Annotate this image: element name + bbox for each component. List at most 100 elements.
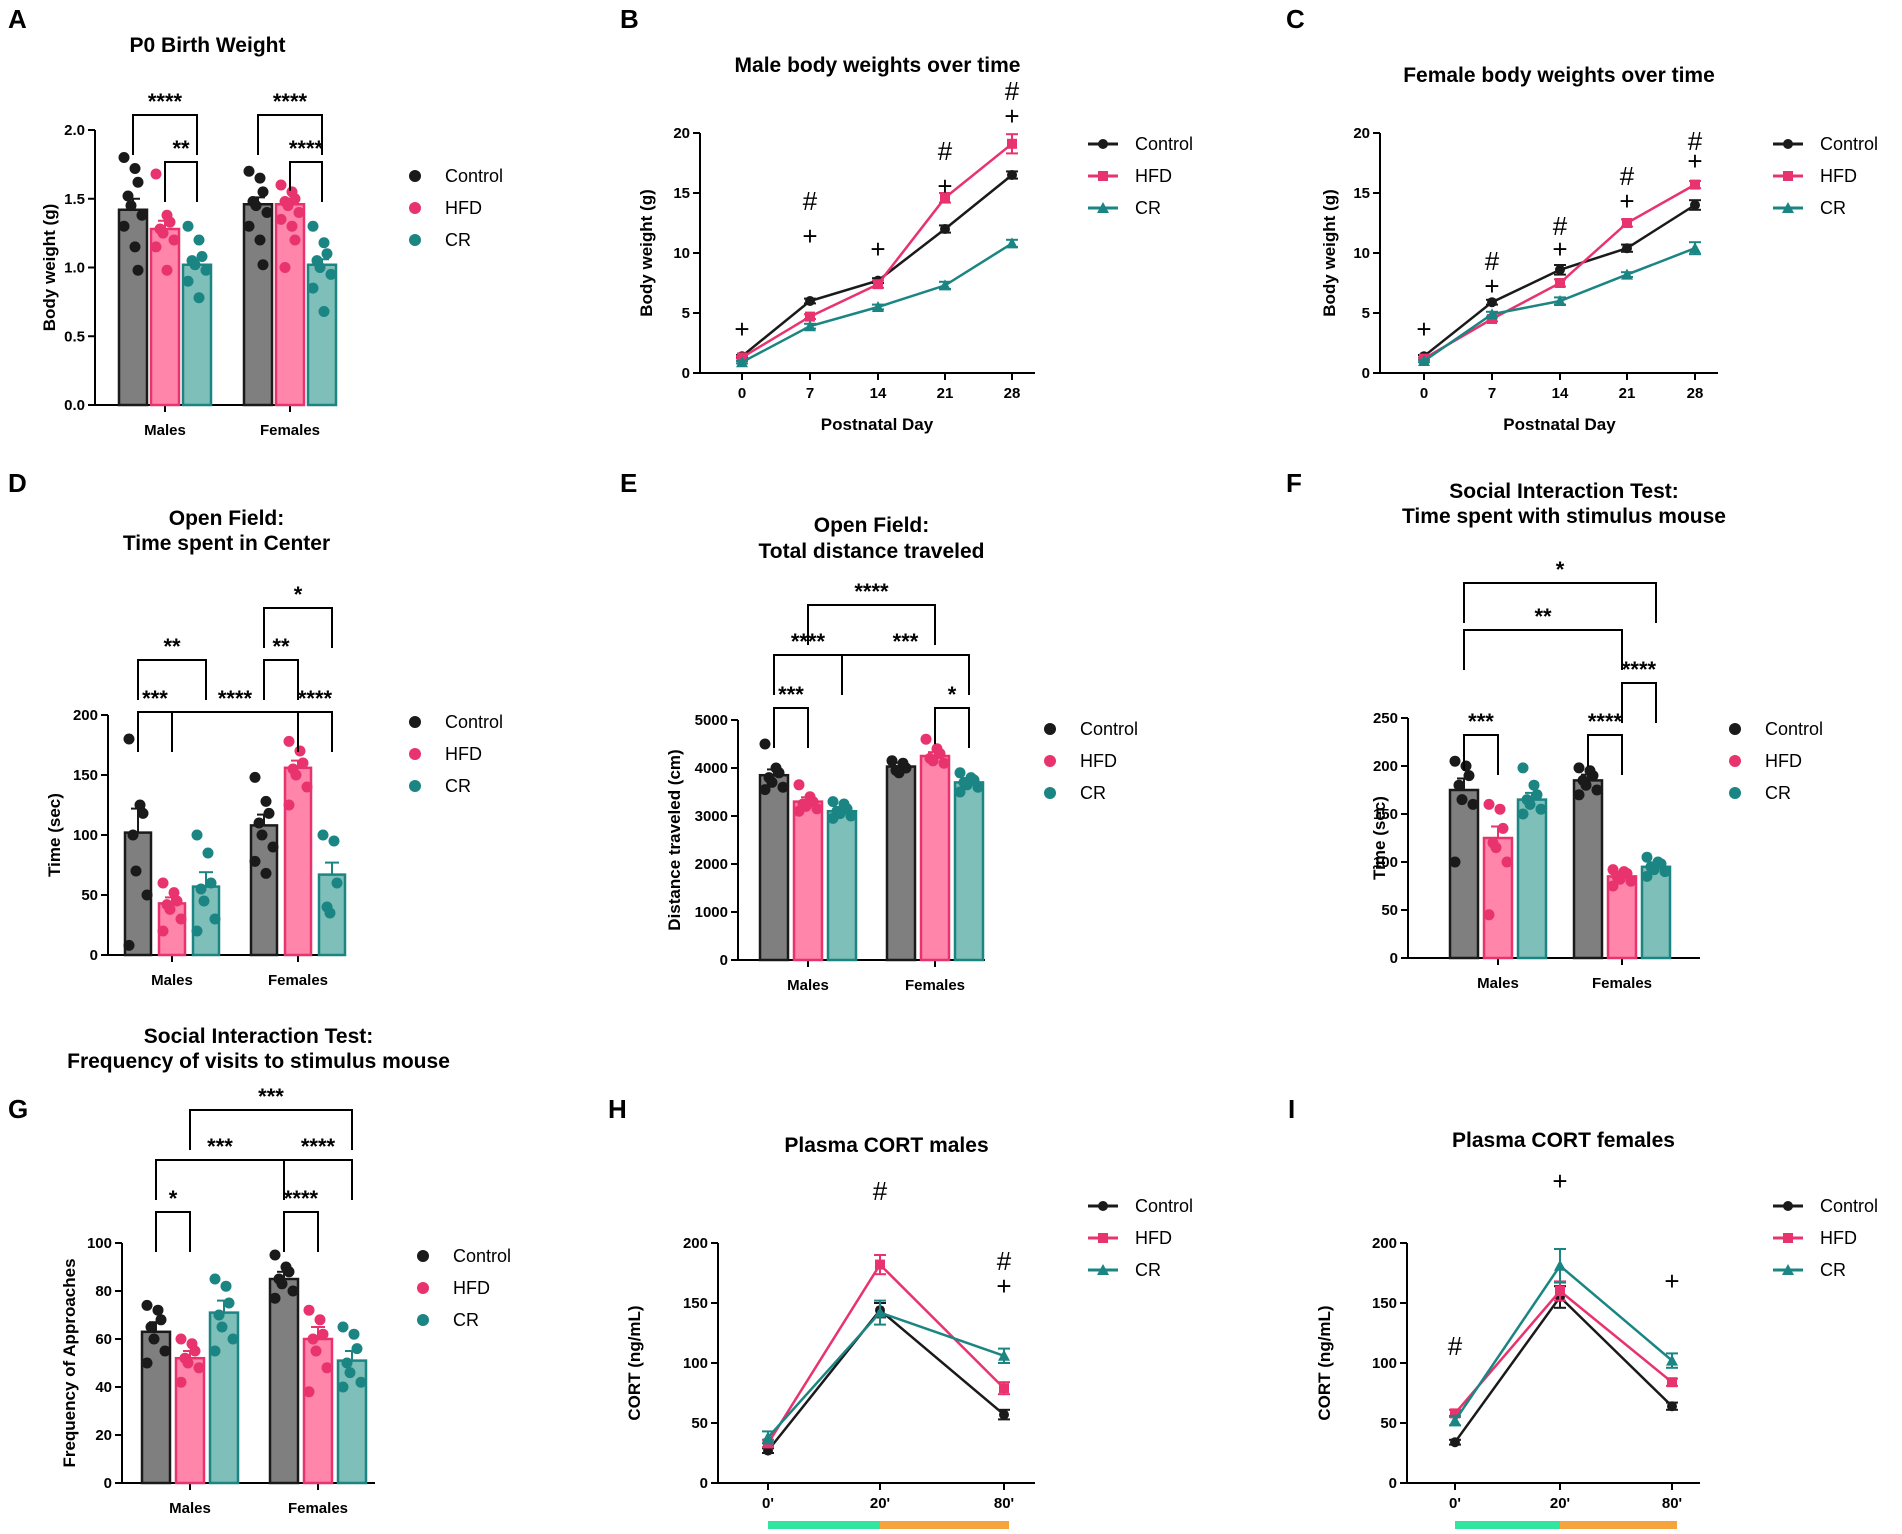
legend-marker-hfd — [409, 748, 421, 760]
data-point-cr — [736, 356, 748, 368]
data-point-hfd — [1501, 856, 1513, 868]
significance-label: **** — [289, 136, 324, 161]
data-point-cr — [874, 1306, 886, 1318]
chart-title: Open Field: — [169, 507, 285, 530]
data-point-control — [276, 1278, 288, 1290]
bar-control — [758, 773, 790, 962]
data-point-control — [159, 1345, 171, 1357]
series-line-hfd — [1454, 1289, 1673, 1415]
y-tick-label: 50 — [691, 1415, 708, 1432]
data-point-hfd — [873, 279, 883, 290]
legend-label-control: Control — [445, 712, 503, 732]
data-point-cr — [827, 796, 839, 808]
panel-e: E Open Field: Total distance traveled 0 1000… — [620, 468, 1138, 994]
legend-label-hfd: HFD — [1820, 1228, 1857, 1248]
data-point-hfd — [1483, 909, 1495, 921]
data-point-control — [940, 224, 950, 234]
significance-symbol: # — [803, 186, 818, 216]
bar-control — [1572, 779, 1604, 960]
y-tick-label: 5 — [682, 305, 690, 322]
data-point-cr — [1535, 803, 1547, 815]
significance-label: **** — [298, 686, 333, 711]
data-point-hfd — [175, 1333, 187, 1345]
significance-symbol: + — [1004, 101, 1019, 131]
data-point-control — [257, 186, 269, 198]
y-tick-label: 200 — [1373, 758, 1398, 775]
data-point-hfd — [314, 1314, 326, 1326]
data-point-hfd — [175, 913, 187, 925]
panel-label: E — [620, 468, 637, 498]
legend-marker-control — [1098, 139, 1108, 149]
data-point-control — [1622, 243, 1632, 254]
panel-b: B Male body weights over time 0 5 10 15 20 Body… — [620, 4, 1193, 434]
y-tick-label: 5000 — [695, 712, 728, 729]
significance-bracket — [137, 659, 207, 700]
panel-f: F Social Interaction Test:Time spent with… — [1286, 468, 1823, 992]
significance-label: ** — [172, 136, 190, 161]
legend-marker-hfd — [1783, 1233, 1793, 1243]
data-point-cr — [1641, 870, 1653, 882]
panel-g: G Social Interaction Test:Frequency of vi… — [8, 1025, 511, 1517]
significance-bracket — [189, 1109, 353, 1150]
y-tick-label: 5 — [1362, 305, 1370, 322]
data-point-control — [283, 1266, 295, 1278]
x-tick-label: 20' — [1550, 1495, 1570, 1512]
y-tick-label: 0 — [682, 365, 690, 382]
x-tick-label: Males — [144, 422, 186, 439]
significance-symbol: + — [1416, 314, 1431, 344]
legend-label-hfd: HFD — [1135, 166, 1172, 186]
significance-symbol: + — [1552, 234, 1567, 264]
y-axis-title: Time (sec) — [45, 793, 64, 877]
data-point-cr — [998, 1349, 1010, 1361]
data-point-control — [254, 172, 266, 184]
data-point-cr — [1517, 808, 1529, 820]
data-point-hfd — [157, 925, 169, 937]
significance-label: ** — [1534, 604, 1552, 629]
significance-label: **** — [148, 89, 183, 114]
data-point-control — [152, 1304, 164, 1316]
x-tick-label: Females — [905, 977, 965, 994]
data-point-cr — [355, 1376, 367, 1388]
panel-label: D — [8, 468, 27, 498]
panel-label: A — [8, 4, 27, 34]
data-point-control — [773, 767, 785, 779]
data-point-control — [1580, 779, 1592, 791]
data-point-control — [243, 165, 255, 177]
significance-label: *** — [1468, 709, 1494, 734]
data-point-hfd — [1625, 875, 1637, 887]
data-point-hfd — [938, 757, 950, 769]
significance-bracket — [934, 707, 970, 748]
y-tick-label: 4000 — [695, 760, 728, 777]
panel-i: I Plasma CORT females 0 50 100 150 200 CORT (ng… — [1288, 1094, 1878, 1534]
significance-label: **** — [1588, 709, 1623, 734]
data-point-cr — [318, 237, 330, 249]
y-tick-label: 1000 — [695, 904, 728, 921]
data-point-control — [1587, 770, 1599, 782]
data-point-cr — [961, 779, 973, 791]
panel-label: H — [608, 1094, 627, 1124]
data-point-hfd — [161, 264, 173, 276]
bar-cr — [336, 1359, 368, 1485]
y-tick-label: 0 — [1389, 1475, 1397, 1492]
bar-control — [117, 208, 149, 407]
significance-label: ** — [272, 634, 290, 659]
significance-bracket — [263, 659, 299, 700]
data-point-control — [123, 939, 135, 951]
x-tick-label: 80' — [994, 1495, 1014, 1512]
data-point-hfd — [1555, 278, 1565, 288]
data-point-cr — [1531, 789, 1543, 801]
x-tick-label: 0 — [1420, 385, 1428, 402]
significance-bracket — [1463, 734, 1499, 775]
data-point-control — [123, 733, 135, 745]
data-point-hfd — [164, 903, 176, 915]
significance-symbol: + — [996, 1271, 1011, 1301]
data-point-cr — [216, 1321, 228, 1333]
data-point-cr — [321, 248, 333, 260]
data-point-cr — [317, 829, 329, 841]
y-tick-label: 50 — [81, 887, 98, 904]
data-point-cr — [351, 1343, 363, 1355]
significance-label: * — [169, 1186, 178, 1211]
data-point-cr — [191, 925, 203, 937]
significance-symbol: + — [870, 234, 885, 264]
